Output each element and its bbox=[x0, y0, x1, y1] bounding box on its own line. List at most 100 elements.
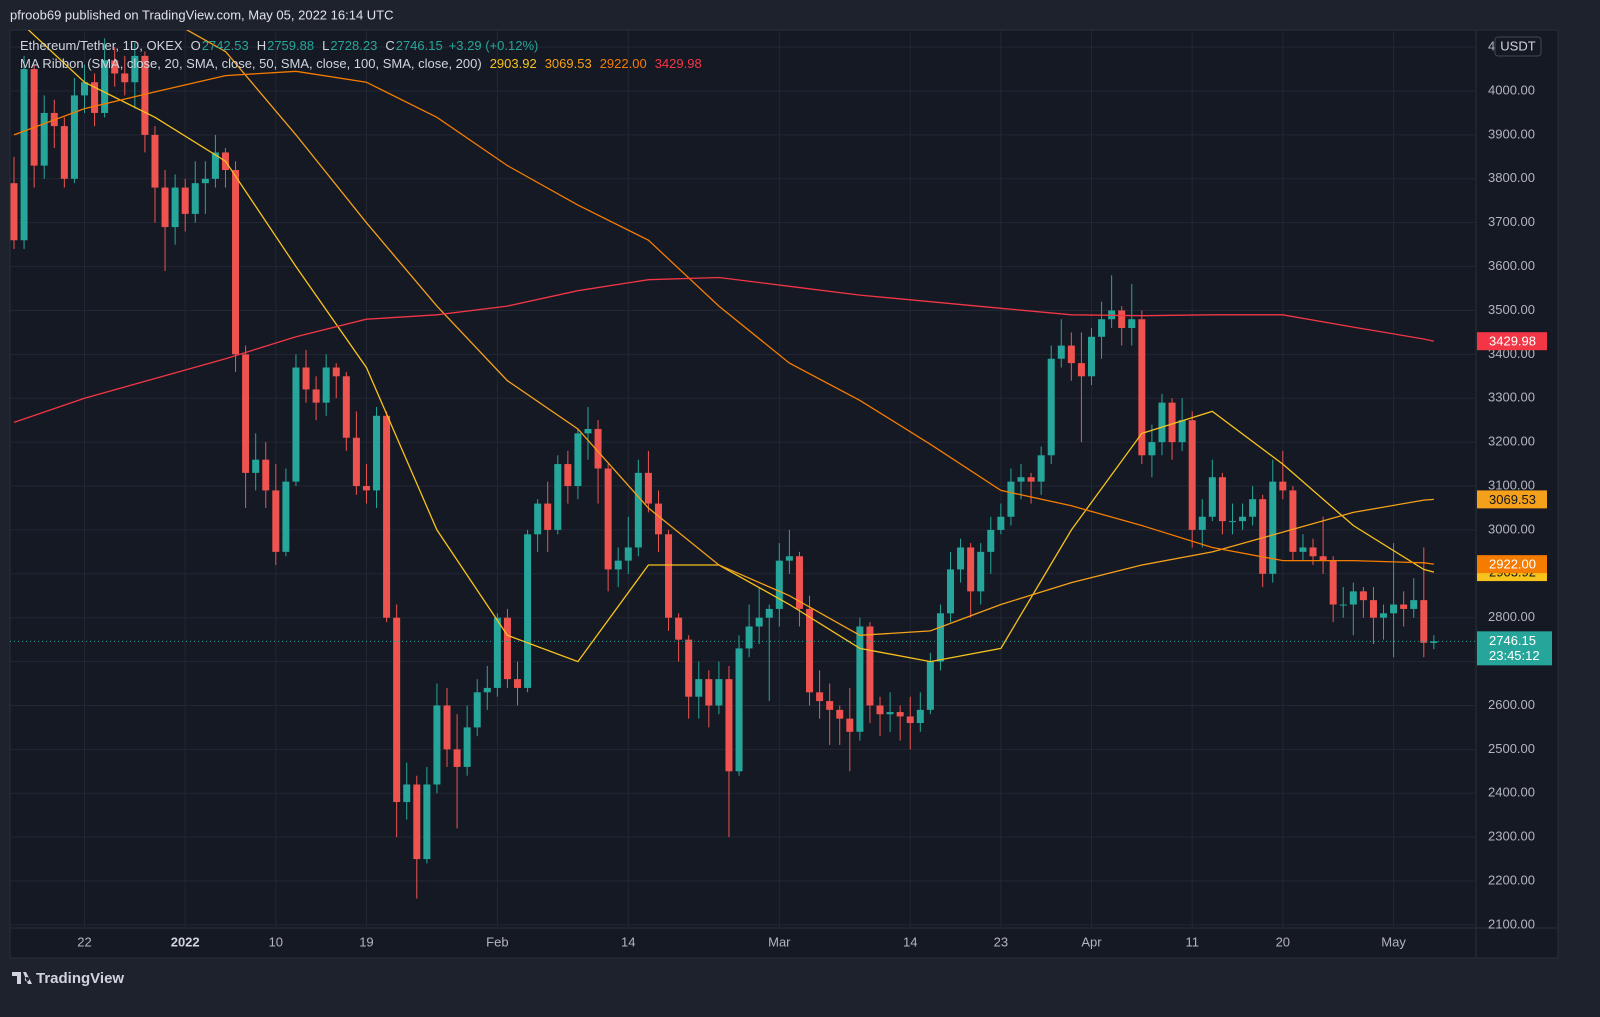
footer-logo: TradingView bbox=[12, 970, 124, 987]
candle-body bbox=[977, 551, 985, 592]
logo-icon bbox=[12, 972, 32, 984]
candle-body bbox=[302, 367, 310, 390]
change: +3.29 (+0.12%) bbox=[449, 38, 539, 53]
candle-body bbox=[1390, 604, 1398, 614]
x-tick-label: 10 bbox=[269, 934, 283, 949]
candle-body bbox=[876, 705, 884, 715]
candle-body bbox=[1299, 547, 1307, 552]
price-label: 3429.98 bbox=[1489, 334, 1536, 349]
candle-body bbox=[1410, 600, 1418, 609]
candle-body bbox=[755, 617, 763, 627]
candle-body bbox=[242, 354, 250, 473]
ma-line bbox=[13, 276, 1435, 424]
candle-body bbox=[171, 187, 179, 228]
x-tick-label: 19 bbox=[359, 934, 373, 949]
candle-body bbox=[1138, 319, 1146, 456]
candle-body bbox=[1057, 345, 1065, 359]
candle-body bbox=[584, 428, 592, 434]
plot bbox=[10, 30, 1476, 899]
candle-body bbox=[292, 367, 300, 482]
candle-body bbox=[775, 560, 783, 609]
candle-body bbox=[272, 490, 280, 552]
candle-body bbox=[1077, 363, 1085, 377]
candle-body bbox=[957, 547, 965, 570]
candle-body bbox=[896, 712, 904, 717]
candle-body bbox=[725, 679, 733, 772]
candle-body bbox=[342, 376, 350, 438]
candle-body bbox=[916, 709, 924, 724]
y-tick-label: 2200.00 bbox=[1488, 872, 1535, 887]
symbol: Ethereum/Tether, 1D, OKEX bbox=[20, 38, 183, 53]
candle-body bbox=[211, 152, 219, 179]
candle-body bbox=[675, 617, 683, 640]
candle-body bbox=[644, 472, 652, 504]
candle-body bbox=[1158, 402, 1166, 443]
candle-body bbox=[1430, 641, 1438, 643]
y-tick-label: 3500.00 bbox=[1488, 302, 1535, 317]
ohlc-value: 2728.23 bbox=[330, 38, 377, 53]
candle-body bbox=[262, 459, 270, 491]
y-tick-label: 3300.00 bbox=[1488, 390, 1535, 405]
candle-body bbox=[493, 617, 501, 688]
candle-body bbox=[1349, 591, 1357, 605]
candle-body bbox=[1037, 455, 1045, 482]
y-tick-label: 2500.00 bbox=[1488, 741, 1535, 756]
last-price-box bbox=[1477, 631, 1552, 666]
ma-line bbox=[13, 70, 1434, 565]
x-tick-label: Apr bbox=[1081, 934, 1102, 949]
price-label: 2922.00 bbox=[1489, 557, 1536, 572]
y-tick-label: 4000.00 bbox=[1488, 82, 1535, 97]
y-tick-label: 2600.00 bbox=[1488, 697, 1535, 712]
candle-body bbox=[987, 529, 995, 552]
candle-body bbox=[544, 503, 552, 530]
candle-body bbox=[1198, 516, 1206, 530]
candle-body bbox=[795, 556, 803, 609]
candle-body bbox=[695, 679, 703, 697]
candle-body bbox=[312, 389, 320, 403]
candle-body bbox=[1148, 442, 1156, 456]
price-label-box bbox=[1477, 332, 1547, 351]
candle-body bbox=[1420, 600, 1428, 643]
candle-body bbox=[735, 648, 743, 772]
candle-body bbox=[1067, 345, 1075, 364]
candle-body bbox=[121, 73, 129, 83]
legend: Ethereum/Tether, 1D, OKEX O2742.53 H2759.8… bbox=[20, 38, 702, 71]
candle-body bbox=[715, 679, 723, 706]
candle-body bbox=[936, 613, 944, 662]
candle-body bbox=[1228, 521, 1236, 523]
candle-body bbox=[1017, 477, 1025, 482]
candle-body bbox=[1128, 319, 1136, 329]
candle-body bbox=[1329, 560, 1337, 605]
x-tick-label: 14 bbox=[903, 934, 917, 949]
x-tick-label: 2022 bbox=[171, 934, 200, 949]
indicator-value: 2903.92 bbox=[490, 56, 537, 71]
candle-body bbox=[1118, 310, 1126, 329]
candle-body bbox=[1168, 402, 1176, 443]
ohlc-letter: L bbox=[322, 38, 329, 53]
candle-body bbox=[201, 178, 209, 184]
indicator-value: 3069.53 bbox=[545, 56, 592, 71]
candle-body bbox=[383, 415, 391, 618]
candle-body bbox=[503, 617, 511, 680]
candle-body bbox=[1178, 420, 1186, 443]
candle-body bbox=[654, 503, 662, 535]
x-tick-label: Feb bbox=[486, 934, 508, 949]
ohlc-letter: H bbox=[257, 38, 266, 53]
publisher-line: pfroob69 published on TradingView.com, M… bbox=[10, 7, 394, 22]
candle-body bbox=[10, 183, 18, 241]
candle-body bbox=[624, 547, 632, 561]
candle-body bbox=[60, 126, 68, 179]
candle-body bbox=[352, 437, 360, 487]
candle-body bbox=[1188, 420, 1196, 530]
candle-body bbox=[181, 187, 189, 214]
candle-body bbox=[131, 55, 139, 83]
candle-body bbox=[1359, 591, 1367, 601]
candle-body bbox=[967, 547, 975, 592]
candle-body bbox=[1047, 358, 1055, 456]
candle-body bbox=[846, 718, 854, 732]
x-tick-label: 14 bbox=[621, 934, 635, 949]
y-tick-label: 2100.00 bbox=[1488, 916, 1535, 931]
candle-body bbox=[1249, 499, 1257, 517]
indicator: MA Ribbon (SMA, close, 20, SMA, close, 5… bbox=[20, 56, 482, 71]
candle-body bbox=[1098, 319, 1106, 337]
